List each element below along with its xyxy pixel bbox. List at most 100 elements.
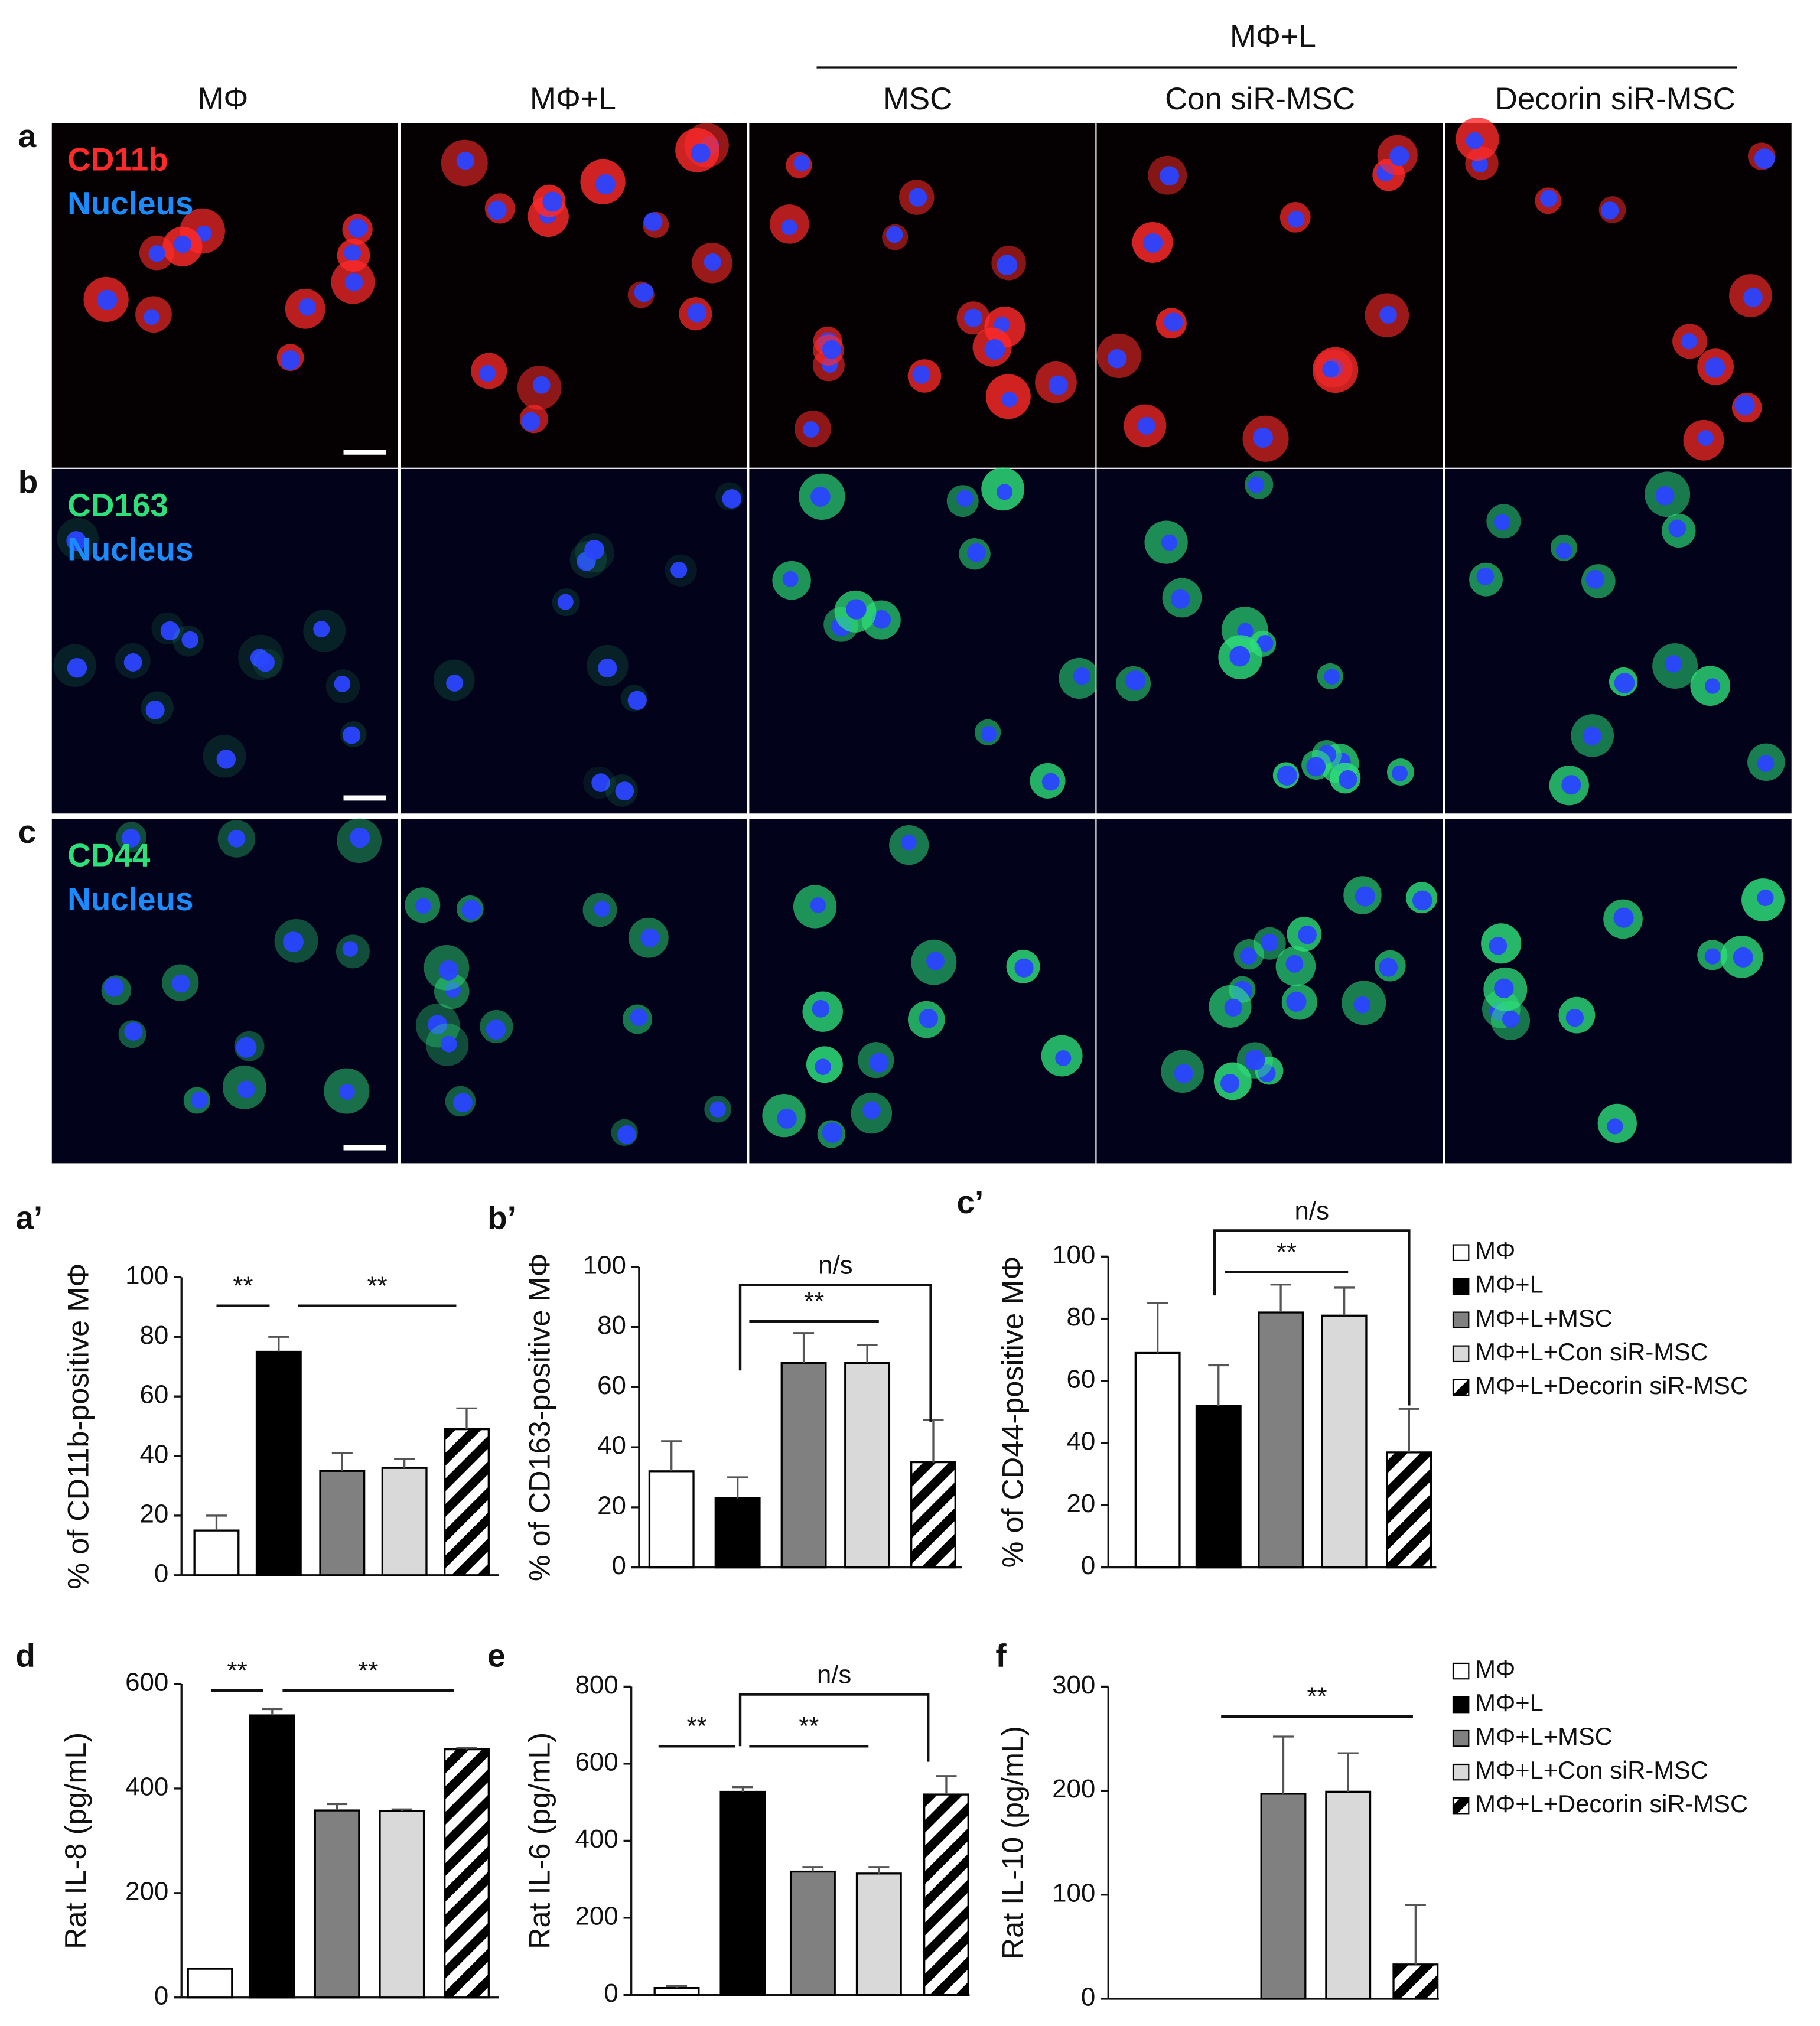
y-tick-label: 60	[597, 1371, 626, 1400]
cell-nucleus	[709, 1101, 726, 1118]
cell-nucleus	[1704, 678, 1721, 694]
y-tick-label: 600	[575, 1748, 618, 1777]
cell-nucleus	[1073, 667, 1090, 685]
cell-nucleus	[810, 897, 826, 913]
cell-nucleus	[1757, 889, 1774, 907]
cell-nucleus	[900, 834, 917, 851]
micrograph	[749, 468, 1096, 814]
cell-nucleus	[1261, 933, 1279, 952]
cell-nucleus	[334, 676, 351, 692]
cell-nucleus	[160, 621, 180, 641]
cell-nucleus	[1743, 288, 1763, 308]
cell-nucleus	[1355, 886, 1376, 907]
marker-label: CD163	[67, 487, 168, 523]
cell-nucleus	[227, 830, 246, 848]
cell-nucleus	[815, 1058, 831, 1076]
cell-nucleus	[478, 365, 496, 382]
bar	[444, 1748, 490, 1999]
y-tick-label: 40	[139, 1440, 168, 1469]
bar	[1321, 1314, 1368, 1569]
cell-nucleus	[1055, 1050, 1072, 1067]
cell-nucleus	[1224, 998, 1242, 1017]
bar	[193, 1529, 240, 1576]
cell-nucleus	[1734, 395, 1755, 416]
legend-swatch	[1452, 1345, 1470, 1363]
legend-swatch	[1452, 1278, 1470, 1295]
bar	[1195, 1405, 1242, 1569]
cell-nucleus	[1286, 991, 1307, 1012]
cell-nucleus	[1493, 514, 1510, 531]
cell-nucleus	[591, 773, 610, 792]
bar	[314, 1809, 360, 1999]
cell-nucleus	[1048, 375, 1069, 396]
cell-nucleus	[446, 675, 464, 692]
y-axis-label: % of CD11b-positive MΦ	[61, 1263, 95, 1589]
legend-swatch	[1452, 1662, 1470, 1680]
cell-nucleus	[190, 1091, 209, 1109]
cell-nucleus	[822, 340, 842, 360]
cell-nucleus	[1014, 958, 1034, 978]
cell-nucleus	[908, 188, 927, 207]
cell-nucleus	[802, 421, 819, 438]
cell-nucleus	[980, 726, 997, 742]
cell-nucleus	[782, 571, 799, 587]
cell-nucleus	[1143, 233, 1163, 253]
cell-nucleus	[598, 658, 617, 678]
legend-swatch	[1452, 1797, 1470, 1815]
row-label: a	[18, 118, 37, 154]
cell-nucleus	[283, 931, 304, 953]
significance-label: n/s	[818, 1250, 853, 1279]
cell-nucleus	[963, 308, 983, 327]
cell-nucleus	[350, 828, 370, 848]
cell-nucleus	[1561, 775, 1581, 795]
significance-label: **	[367, 1272, 388, 1301]
y-tick-label: 400	[575, 1825, 618, 1854]
cell-nucleus	[781, 219, 797, 236]
cell-nucleus	[670, 562, 688, 579]
significance-label: n/s	[817, 1660, 852, 1689]
cell-nucleus	[1613, 907, 1634, 928]
cell-nucleus	[1322, 361, 1339, 378]
row-label: c	[18, 813, 37, 850]
cell-nucleus	[615, 781, 634, 801]
cell-nucleus	[634, 282, 653, 302]
cell-nucleus	[1555, 542, 1572, 559]
micrograph	[401, 468, 747, 814]
cell-nucleus	[171, 974, 190, 993]
cell-nucleus	[237, 1080, 255, 1099]
panel-label: c’	[957, 1184, 984, 1220]
legend-label: MΦ+L	[1475, 1689, 1544, 1716]
cell-nucleus	[438, 960, 459, 981]
cell-nucleus	[1681, 333, 1698, 350]
y-tick-label: 40	[1066, 1427, 1095, 1456]
significance-label: n/s	[1295, 1196, 1330, 1225]
cell-nucleus	[1353, 996, 1371, 1014]
cell-nucleus	[1697, 430, 1714, 447]
cell-nucleus	[532, 376, 551, 394]
column-header: MΦ+L	[530, 82, 616, 116]
cell-nucleus	[521, 412, 541, 431]
cell-nucleus	[1607, 1118, 1623, 1135]
cell-nucleus	[997, 255, 1018, 276]
panel-label: f	[995, 1637, 1007, 1674]
cell-nucleus	[1655, 486, 1675, 506]
cell-nucleus	[313, 621, 330, 638]
bar	[187, 1968, 233, 1999]
cell-nucleus	[822, 1122, 843, 1143]
cell-nucleus	[428, 1015, 448, 1035]
legend-swatch	[1452, 1763, 1470, 1781]
y-tick-label: 0	[154, 1559, 168, 1588]
bar	[844, 1362, 891, 1569]
cell-nucleus	[461, 900, 482, 920]
cell-nucleus	[1668, 519, 1686, 538]
cell-nucleus	[1704, 948, 1721, 965]
significance-line	[1213, 1229, 1411, 1406]
cell-nucleus	[344, 273, 363, 292]
cell-nucleus	[1600, 201, 1619, 220]
cell-nucleus	[67, 658, 87, 678]
bar	[923, 1793, 969, 1996]
cell-nucleus	[595, 174, 616, 195]
cell-nucleus	[926, 952, 945, 970]
